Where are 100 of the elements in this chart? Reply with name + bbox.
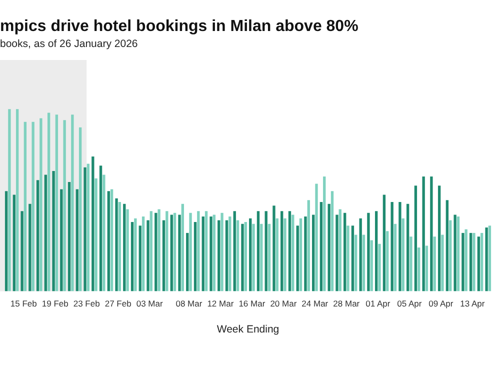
bar	[52, 171, 55, 292]
bar	[394, 224, 397, 292]
bar	[462, 232, 464, 292]
bar	[186, 232, 189, 292]
bar	[210, 216, 212, 292]
bar	[328, 204, 330, 292]
bar	[244, 222, 247, 292]
bar	[367, 212, 370, 292]
bar	[178, 214, 181, 292]
bar	[60, 189, 63, 292]
bar	[4, 191, 8, 292]
bar	[86, 164, 90, 292]
bar	[256, 211, 260, 292]
bar	[351, 226, 354, 292]
bar	[390, 202, 394, 292]
bar	[288, 211, 292, 292]
bar	[92, 156, 94, 292]
bar	[480, 232, 484, 292]
bar	[181, 204, 184, 292]
bar	[134, 218, 137, 292]
bar	[44, 174, 47, 292]
bar	[330, 191, 334, 292]
x-tick-label: 09 Apr	[428, 298, 454, 309]
bar	[433, 236, 436, 292]
x-tick-label: 01 Apr	[366, 298, 390, 309]
bar	[99, 166, 102, 292]
bar	[47, 112, 50, 292]
x-tick-label: 20 Mar	[270, 298, 297, 309]
bar	[138, 226, 142, 292]
x-tick-label: 23 Feb	[73, 298, 100, 309]
bar	[469, 232, 472, 292]
bar	[55, 114, 58, 292]
bar	[189, 212, 192, 292]
chart-title: mpics drive hotel bookings in Milan above 80%	[0, 18, 358, 36]
bar	[304, 216, 307, 292]
x-tick-label: 27 Feb	[104, 298, 132, 309]
bar	[84, 167, 86, 292]
bar	[422, 176, 425, 292]
bar	[406, 204, 410, 292]
bar	[307, 200, 310, 292]
bar	[118, 202, 122, 292]
x-tick-label: 19 Feb	[42, 298, 69, 309]
bar	[158, 209, 160, 292]
x-tick-label: 15 Feb	[10, 298, 38, 309]
bar	[63, 120, 66, 292]
bar	[449, 220, 452, 292]
bar	[485, 227, 488, 292]
bar	[312, 214, 315, 292]
bar	[202, 216, 204, 292]
x-tick-label: 28 Mar	[333, 298, 360, 309]
bar	[236, 220, 240, 292]
bar	[228, 216, 232, 292]
bar	[154, 212, 158, 292]
bar	[418, 248, 420, 292]
bar	[32, 122, 34, 292]
x-tick-label: 05 Apr	[397, 298, 422, 309]
bar	[292, 214, 294, 292]
bar	[130, 222, 134, 292]
bar	[197, 211, 200, 292]
bar	[370, 240, 373, 292]
bar	[173, 212, 176, 292]
bar	[16, 109, 19, 292]
bar	[402, 218, 404, 292]
bar	[454, 214, 456, 292]
bar	[315, 184, 318, 292]
bar	[8, 109, 11, 292]
bar	[115, 198, 118, 292]
bar	[212, 214, 216, 292]
bar	[472, 232, 476, 292]
bar	[126, 209, 129, 292]
bar	[241, 224, 244, 292]
bar	[398, 202, 402, 292]
bar	[252, 224, 255, 292]
bar	[354, 234, 358, 292]
bar	[425, 246, 428, 292]
bar	[430, 176, 433, 292]
bar	[150, 211, 152, 292]
bar	[166, 211, 168, 292]
x-tick-label: 24 Mar	[302, 298, 328, 309]
bar	[220, 212, 224, 292]
bar	[71, 114, 74, 292]
bar	[374, 211, 378, 292]
bar	[299, 218, 302, 292]
bar	[378, 244, 381, 292]
bar	[276, 218, 278, 292]
bar	[477, 236, 480, 292]
bar	[441, 234, 444, 292]
bar	[272, 206, 276, 292]
bar	[359, 218, 362, 292]
bar	[268, 224, 271, 292]
bar	[284, 218, 286, 292]
bar	[76, 189, 78, 292]
bar	[438, 186, 441, 292]
x-tick-label: 08 Mar	[176, 298, 202, 309]
bar	[414, 186, 418, 292]
x-tick-label: 03 Mar	[136, 298, 163, 309]
bar	[28, 204, 32, 292]
bar	[362, 234, 366, 292]
bar	[40, 118, 42, 292]
bar	[36, 180, 40, 292]
